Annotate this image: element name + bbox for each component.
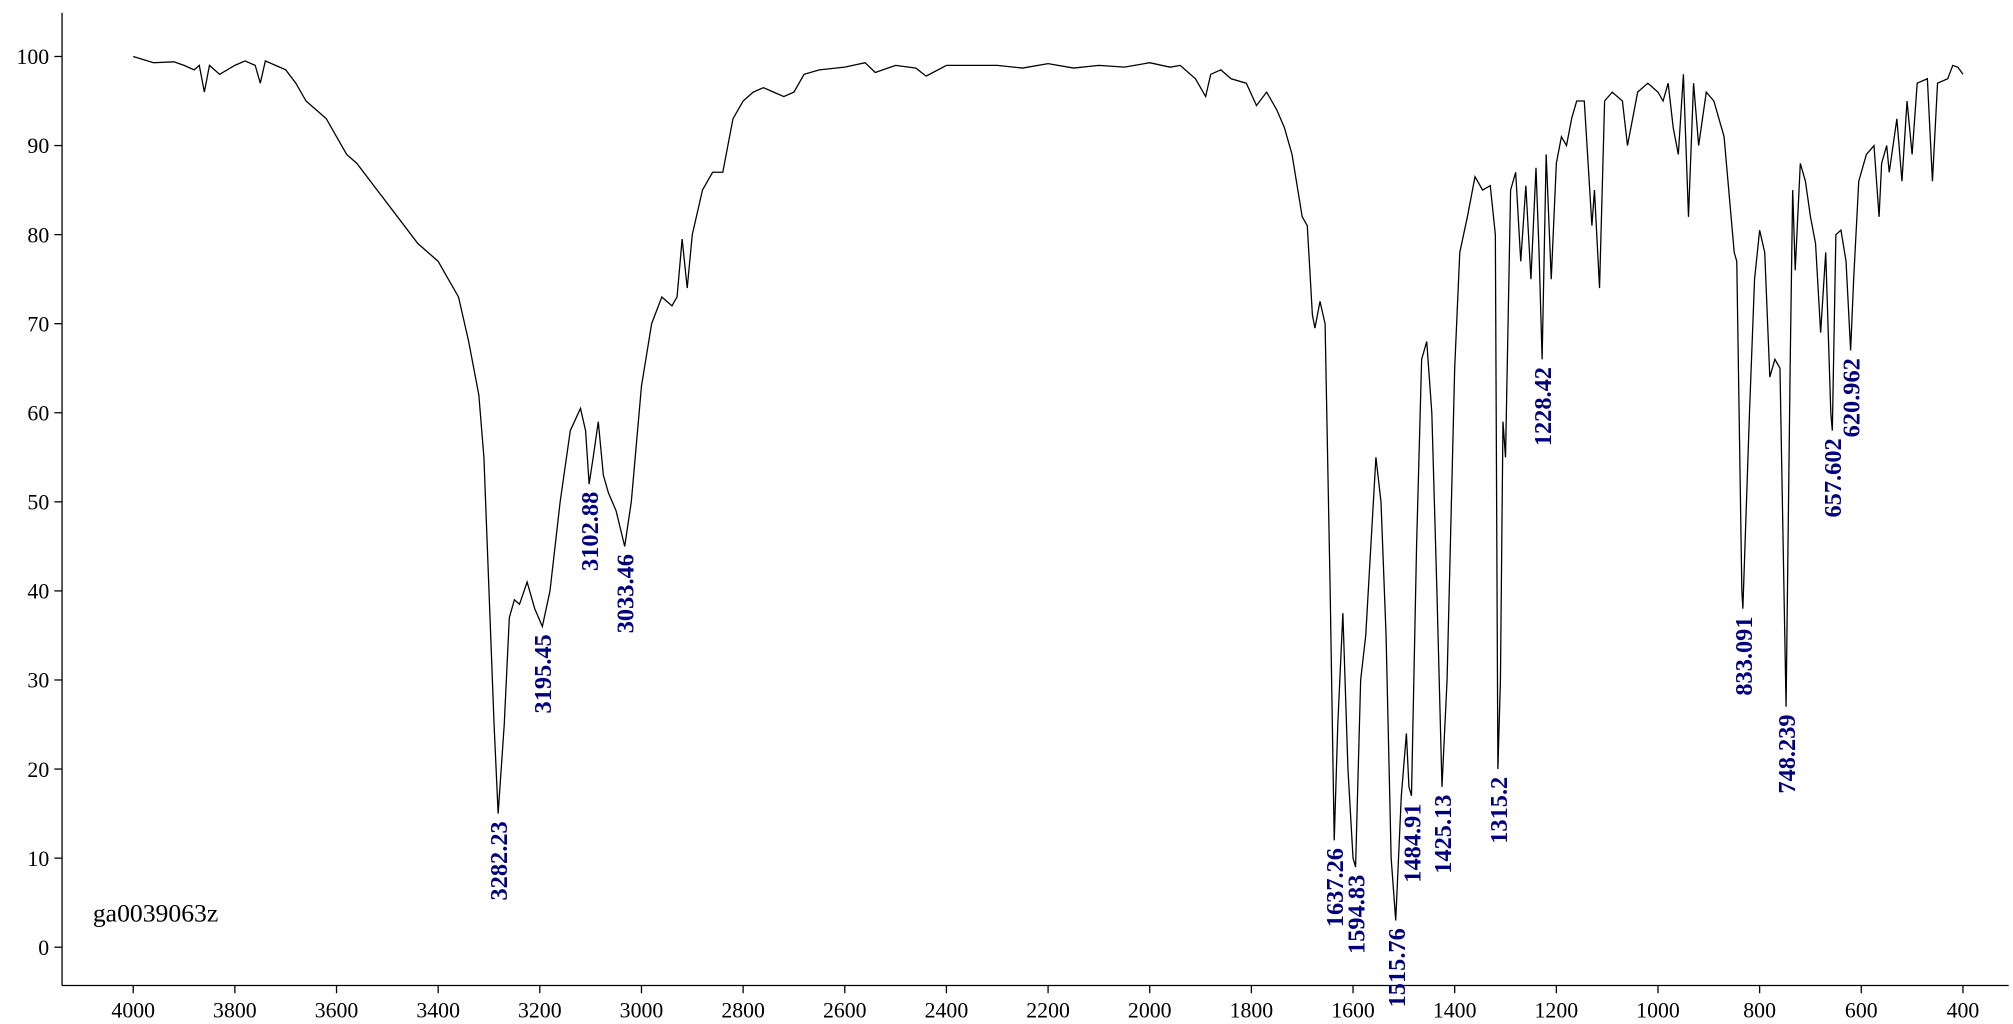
y-tick-label: 90 (27, 134, 49, 158)
x-tick-label: 3000 (620, 999, 664, 1023)
x-tick-label: 800 (1743, 999, 1776, 1023)
y-tick-label: 40 (27, 580, 49, 604)
peak-label: 1594.83 (1344, 875, 1371, 954)
peak-label: 1315.2 (1486, 777, 1513, 844)
x-tick-label: 2200 (1026, 999, 1070, 1023)
peak-label: 620.962 (1839, 358, 1866, 437)
y-tick-label: 30 (27, 669, 49, 693)
peak-label: 3282.23 (486, 821, 513, 900)
sample-name: ga0039063z (93, 898, 218, 927)
y-tick-label: 50 (27, 491, 49, 515)
x-tick-label: 1200 (1535, 999, 1579, 1023)
x-tick-label: 3600 (315, 999, 359, 1023)
x-tick-label: 1400 (1433, 999, 1477, 1023)
peak-label: 1637.26 (1322, 848, 1349, 927)
spectrum-line (133, 55, 1964, 921)
peak-label: 3102.88 (577, 492, 604, 571)
x-tick-label: 2800 (721, 999, 765, 1023)
y-tick-label: 60 (27, 401, 49, 425)
peak-label: 1515.76 (1384, 928, 1411, 1007)
x-tick-label: 2600 (823, 999, 867, 1023)
peak-label: 1484.91 (1400, 803, 1427, 882)
x-tick-label: 3800 (213, 999, 257, 1023)
peak-label: 1228.42 (1530, 367, 1557, 446)
x-tick-label: 1600 (1331, 999, 1375, 1023)
x-tick-label: 3200 (518, 999, 562, 1023)
y-tick-label: 10 (27, 847, 49, 871)
y-tick-label: 0 (38, 936, 49, 960)
x-tick-label: 400 (1947, 999, 1980, 1023)
x-tick-label: 2000 (1128, 999, 1172, 1023)
peak-label: 1425.13 (1430, 795, 1457, 874)
x-tick-label: 1000 (1636, 999, 1680, 1023)
peak-label: 3195.45 (530, 634, 557, 713)
x-tick-label: 2400 (925, 999, 969, 1023)
y-tick-label: 80 (27, 223, 49, 247)
peak-label: 833.091 (1731, 616, 1758, 695)
x-tick-label: 4000 (111, 999, 155, 1023)
x-tick-label: 600 (1845, 999, 1878, 1023)
x-tick-label: 3400 (416, 999, 460, 1023)
peak-label: 657.602 (1820, 438, 1847, 517)
y-tick-label: 70 (27, 312, 49, 336)
y-tick-label: 100 (17, 45, 50, 69)
peak-label: 3033.46 (612, 554, 639, 633)
peak-label: 748.239 (1774, 714, 1801, 793)
y-tick-label: 20 (27, 758, 49, 782)
x-tick-label: 1800 (1230, 999, 1274, 1023)
